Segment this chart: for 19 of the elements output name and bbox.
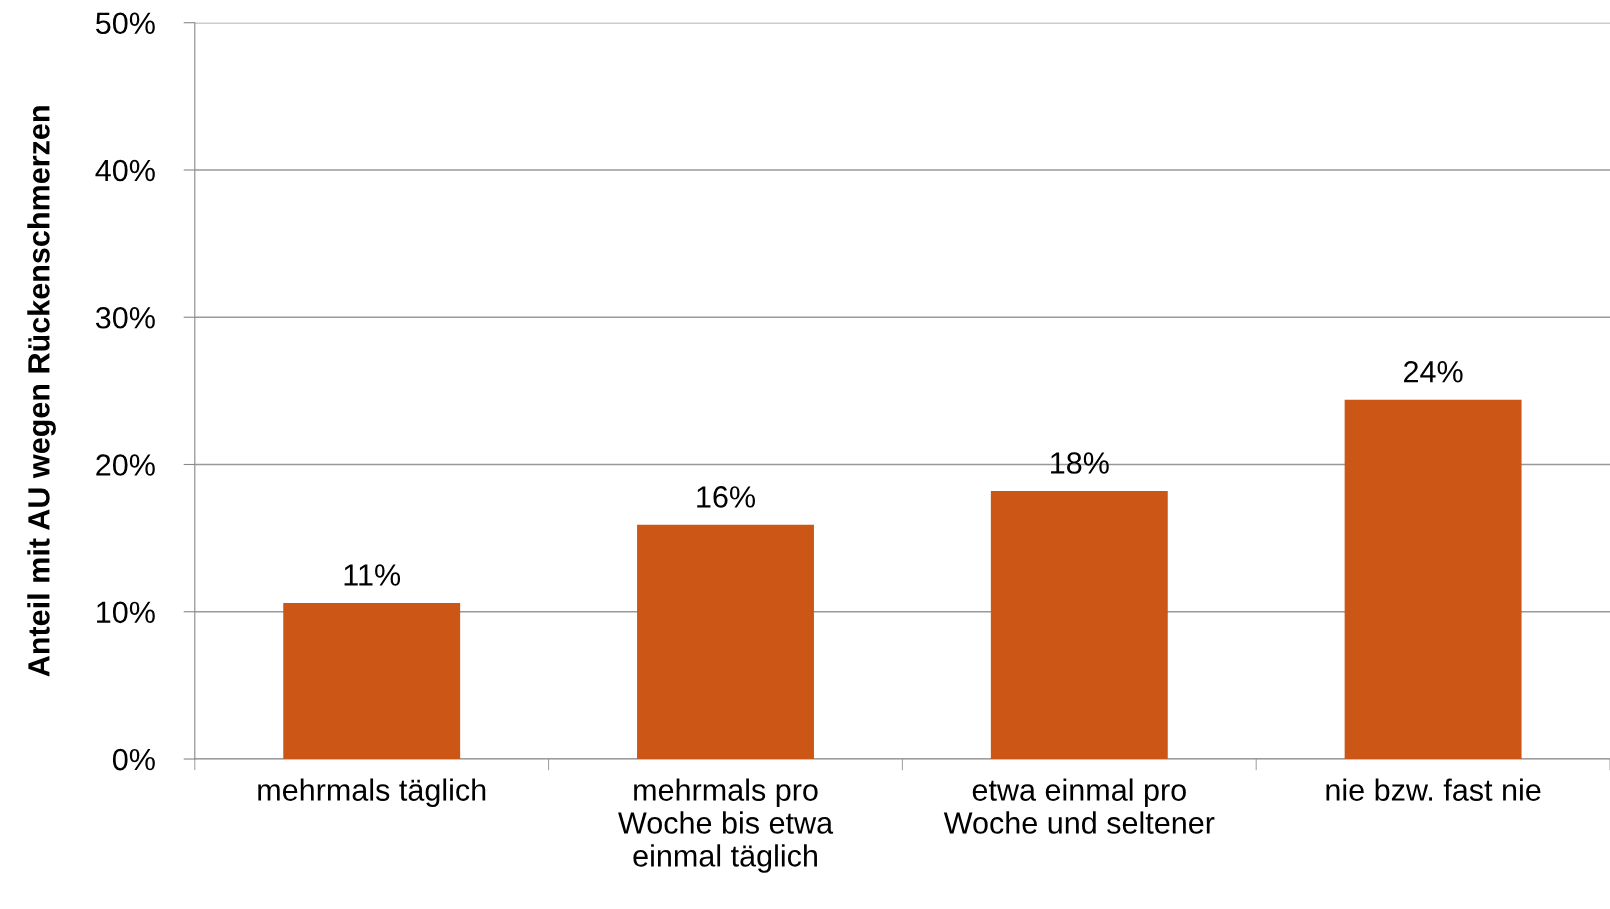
x-tick-label: mehrmals pro Woche bis etwa einmal täglich: [618, 778, 834, 873]
bar: [283, 602, 461, 760]
y-tick-label: 20%: [96, 454, 155, 476]
x-tick-label: etwa einmal pro Woche und seltener: [943, 778, 1215, 834]
x-tick-label: mehrmals täglich: [258, 778, 486, 807]
bar: [990, 491, 1168, 760]
data-label: 11%: [344, 564, 401, 586]
y-tick-label: 30%: [95, 306, 155, 329]
y-axis-title: Anteil mit AU wegen Rückenschmerzen: [27, 106, 56, 677]
bar: [1344, 399, 1522, 760]
y-tick-label: 10%: [97, 601, 155, 624]
data-label: 24%: [1404, 360, 1463, 383]
data-label: 18%: [1051, 452, 1109, 474]
x-tick-label: nie bzw. fast nie: [1326, 778, 1541, 801]
data-label: 16%: [697, 486, 755, 508]
y-tick-label: 0%: [112, 748, 155, 771]
y-tick-label: 50%: [95, 12, 155, 35]
bar: [637, 524, 814, 760]
y-tick-label: 40%: [95, 159, 155, 182]
